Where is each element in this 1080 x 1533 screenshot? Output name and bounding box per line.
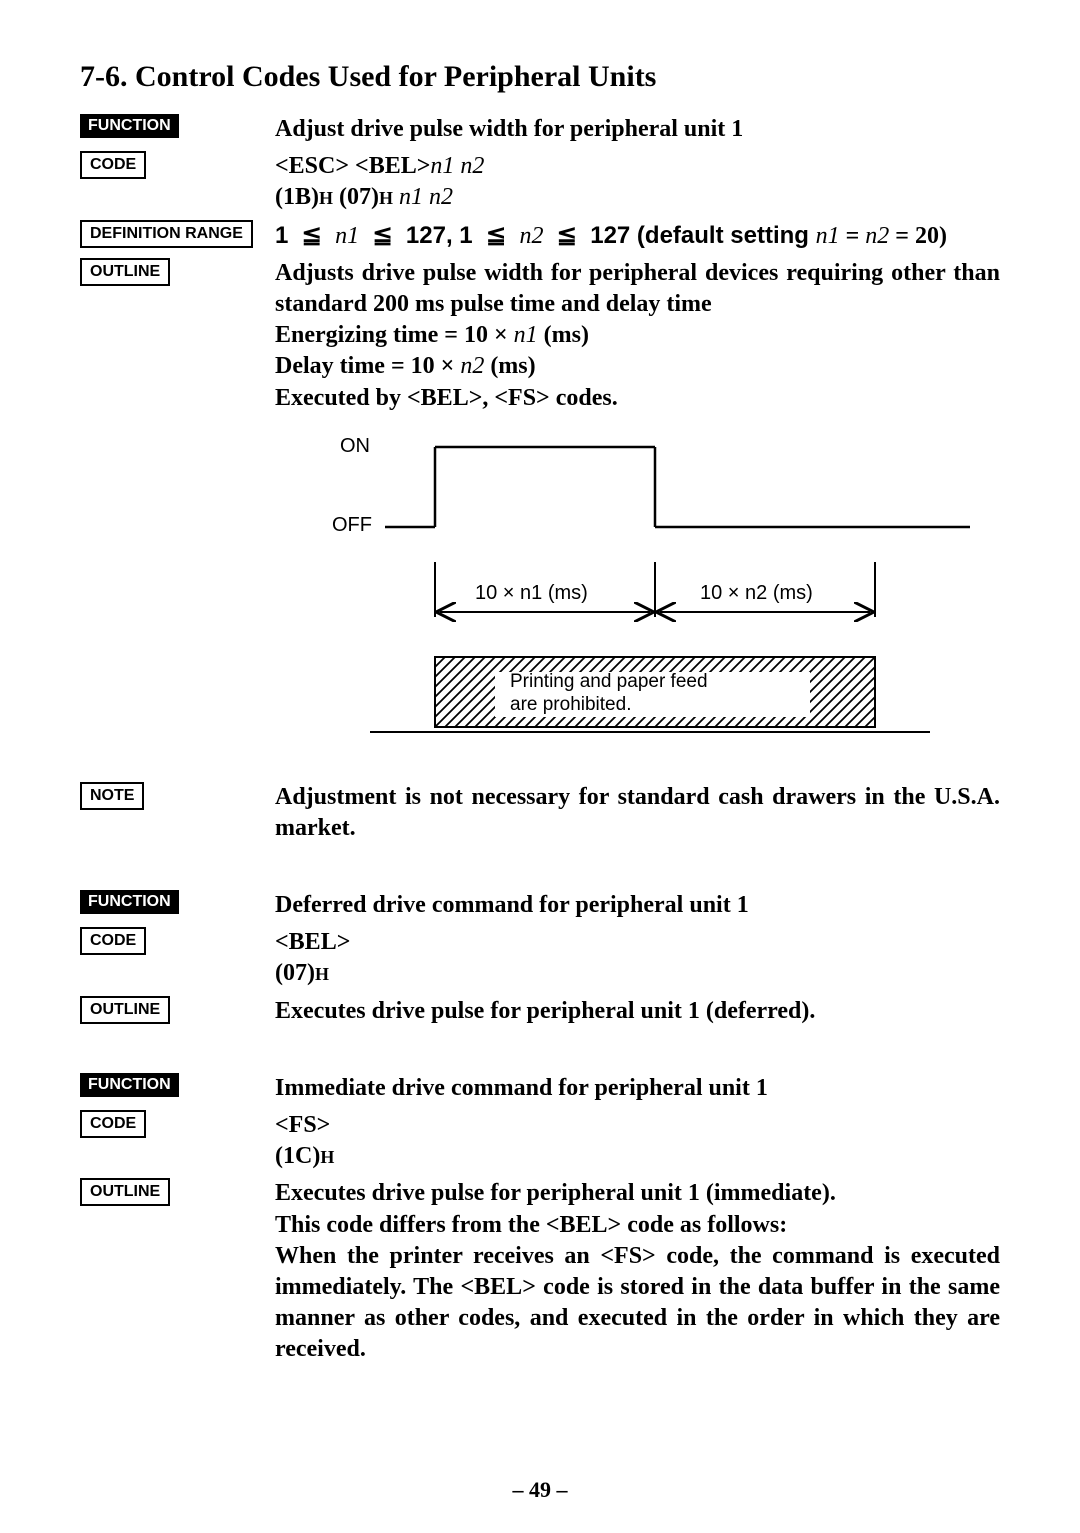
b1-code-h1: H: [319, 188, 333, 208]
b2-code-text: <BEL> (07)H: [275, 927, 1000, 989]
diagram-label-n1: 10 × n1 (ms): [475, 582, 588, 605]
label-note: NOTE: [80, 782, 144, 810]
label-function-2: FUNCTION: [80, 890, 179, 914]
page: 7-6. Control Codes Used for Peripheral U…: [0, 0, 1080, 1533]
dr-a: 1 ≦: [275, 222, 335, 249]
row-b3-outline: OUTLINE Executes drive pulse for periphe…: [80, 1178, 1000, 1365]
b2-outline-text: Executes drive pulse for peripheral unit…: [275, 996, 1000, 1027]
b3-code1: <FS>: [275, 1112, 330, 1138]
b3-out-l3: When the printer receives an <FS> code, …: [275, 1243, 1000, 1363]
diagram-prohibit-2: are prohibited.: [510, 694, 631, 715]
label-outline-2: OUTLINE: [80, 996, 170, 1024]
b2-code2a: (07): [275, 960, 315, 986]
section-title: 7-6. Control Codes Used for Peripheral U…: [80, 60, 1000, 94]
b1-defrange-text: 1 ≦ n1 ≦ 127, 1 ≦ n2 ≦ 127 (default sett…: [275, 220, 1000, 252]
label-code-2: CODE: [80, 927, 146, 955]
dr-n1: n1: [335, 223, 359, 249]
page-number: – 49 –: [0, 1477, 1080, 1503]
b1-code-line2a: (1B): [275, 184, 319, 210]
b3-out-l1: Executes drive pulse for peripheral unit…: [275, 1180, 836, 1206]
row-b1-outline: OUTLINE Adjusts drive pulse width for pe…: [80, 258, 1000, 414]
b1-out-l2b: (ms): [538, 322, 589, 348]
row-b1-defrange: DEFINITION RANGE 1 ≦ n1 ≦ 127, 1 ≦ n2 ≦ …: [80, 220, 1000, 252]
dr-b: ≦ 127, 1 ≦: [359, 222, 519, 249]
diagram-label-off: OFF: [332, 514, 372, 537]
dr-n1b: n1: [816, 223, 840, 249]
b2-code-h: H: [315, 964, 329, 984]
b2-function-text: Deferred drive command for peripheral un…: [275, 890, 1000, 921]
row-b1-note: NOTE Adjustment is not necessary for sta…: [80, 782, 1000, 844]
b1-code-line2b: (07): [333, 184, 379, 210]
b1-out-l3a: Delay time = 10 ×: [275, 353, 460, 379]
dr-n2: n2: [519, 223, 543, 249]
diagram-label-on: ON: [340, 435, 370, 458]
label-code-3: CODE: [80, 1110, 146, 1138]
b1-outline-text: Adjusts drive pulse width for peripheral…: [275, 258, 1000, 414]
dr-n2b: n2: [865, 223, 889, 249]
b1-function-text: Adjust drive pulse width for peripheral …: [275, 114, 1000, 145]
dr-d: = 20): [889, 223, 947, 249]
b3-outline-text: Executes drive pulse for peripheral unit…: [275, 1178, 1000, 1365]
label-function: FUNCTION: [80, 114, 179, 138]
b1-out-n1: n1: [514, 322, 538, 348]
b3-code-text: <FS> (1C)H: [275, 1110, 1000, 1172]
b1-out-l4: Executed by <BEL>, <FS> codes.: [275, 385, 618, 411]
row-b2-outline: OUTLINE Executes drive pulse for periphe…: [80, 996, 1000, 1027]
label-outline: OUTLINE: [80, 258, 170, 286]
b3-code-h: H: [320, 1147, 334, 1167]
b3-function-text: Immediate drive command for peripheral u…: [275, 1073, 1000, 1104]
label-outline-3: OUTLINE: [80, 1178, 170, 1206]
diagram-prohibit-1: Printing and paper feed: [510, 671, 708, 692]
b1-out-n2: n2: [460, 353, 484, 379]
timing-diagram: ON OFF 10 × n1 (ms) 10 × n2 (ms) Printin…: [310, 432, 990, 752]
b1-code-h2: H: [379, 188, 393, 208]
b1-code-text: <ESC> <BEL>n1 n2 (1B)H (07)H n1 n2: [275, 151, 1000, 213]
b1-code-line2c: n1 n2: [393, 184, 453, 210]
diagram-label-n2: 10 × n2 (ms): [700, 582, 813, 605]
row-b3-function: FUNCTION Immediate drive command for per…: [80, 1073, 1000, 1104]
label-definition-range: DEFINITION RANGE: [80, 220, 253, 248]
row-b1-code: CODE <ESC> <BEL>n1 n2 (1B)H (07)H n1 n2: [80, 151, 1000, 213]
row-b2-function: FUNCTION Deferred drive command for peri…: [80, 890, 1000, 921]
label-function-3: FUNCTION: [80, 1073, 179, 1097]
b1-code-line1b: n1 n2: [430, 153, 484, 179]
b1-out-l2a: Energizing time = 10 ×: [275, 322, 514, 348]
b1-note-text: Adjustment is not necessary for standard…: [275, 782, 1000, 844]
dr-c: ≦ 127 (default setting: [543, 222, 815, 249]
label-code: CODE: [80, 151, 146, 179]
row-b2-code: CODE <BEL> (07)H: [80, 927, 1000, 989]
b3-code2a: (1C): [275, 1143, 320, 1169]
row-b3-code: CODE <FS> (1C)H: [80, 1110, 1000, 1172]
b2-code1: <BEL>: [275, 929, 350, 955]
row-b1-function: FUNCTION Adjust drive pulse width for pe…: [80, 114, 1000, 145]
b3-out-l2: This code differs from the <BEL> code as…: [275, 1212, 787, 1238]
b1-out-l1: Adjusts drive pulse width for peripheral…: [275, 260, 1000, 317]
b1-code-line1a: <ESC> <BEL>: [275, 153, 430, 179]
b1-out-l3b: (ms): [484, 353, 535, 379]
